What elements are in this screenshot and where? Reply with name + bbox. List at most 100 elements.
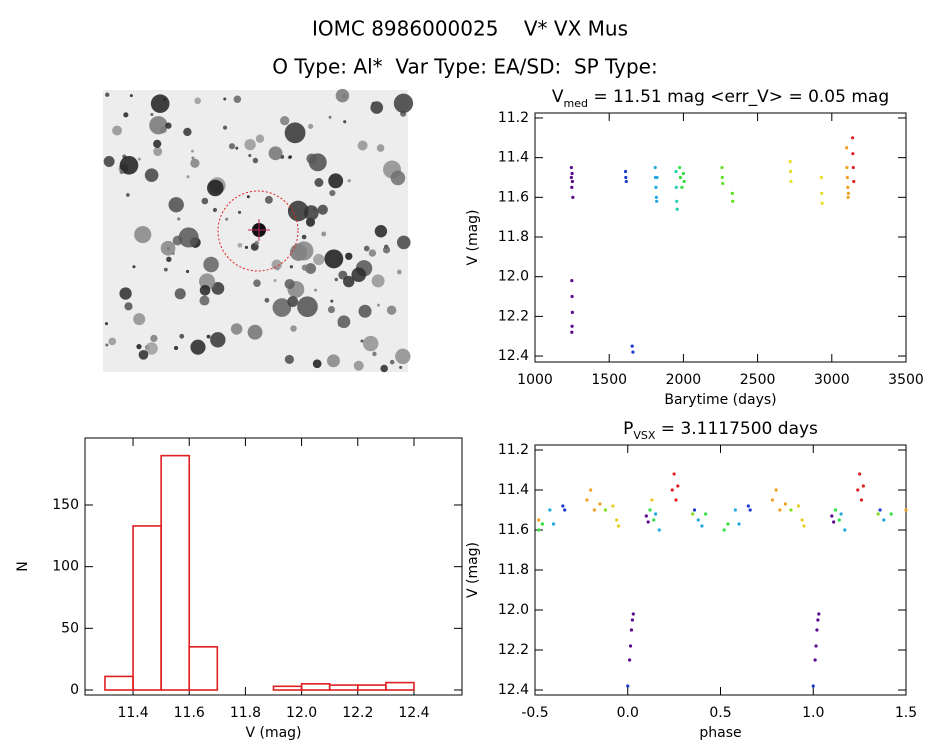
star	[370, 101, 384, 114]
data-point	[653, 512, 658, 516]
star	[126, 193, 130, 197]
star	[255, 134, 265, 143]
star	[358, 304, 372, 318]
data-point	[721, 181, 725, 186]
star	[119, 287, 132, 300]
data-point	[788, 169, 793, 174]
data-point	[861, 484, 865, 488]
star	[168, 197, 184, 213]
data-point	[845, 146, 849, 150]
star	[390, 170, 406, 186]
data-point	[570, 294, 574, 299]
x-tick-label: 1000	[517, 372, 553, 388]
y-tick-label: 12.2	[498, 308, 529, 324]
star	[376, 144, 385, 152]
star	[212, 207, 218, 213]
y-tick-label: 11.8	[498, 229, 529, 245]
star	[165, 122, 172, 129]
data-point	[704, 512, 708, 516]
histogram-bar	[104, 675, 134, 691]
data-point	[731, 199, 735, 203]
star	[129, 94, 133, 98]
star	[253, 279, 261, 287]
data-point	[548, 508, 552, 512]
data-point	[670, 488, 674, 492]
data-point	[843, 528, 847, 532]
data-point	[770, 498, 775, 502]
y-tick-label: 11.2	[498, 442, 529, 458]
star	[174, 288, 186, 300]
star	[207, 179, 224, 197]
data-point	[616, 524, 621, 528]
data-point	[681, 171, 686, 176]
data-point	[648, 508, 652, 512]
y-tick-label: 12.4	[498, 682, 529, 698]
data-point	[570, 179, 574, 184]
y-tick-label: 12.4	[498, 348, 529, 364]
title-rest: = 11.51 mag <err_V> = 0.05 mag	[588, 87, 889, 107]
star	[203, 256, 219, 273]
y-tick-label: 0	[70, 682, 79, 698]
star	[149, 116, 168, 135]
star	[179, 333, 185, 339]
data-point	[878, 508, 882, 512]
x-tick-label: 11.4	[117, 705, 148, 721]
star	[150, 94, 170, 113]
star	[280, 116, 290, 126]
star	[273, 278, 277, 283]
star	[138, 349, 149, 360]
star	[376, 303, 380, 307]
star	[363, 245, 370, 252]
data-point	[630, 618, 634, 622]
star	[312, 207, 316, 211]
star	[393, 93, 414, 113]
data-point	[540, 522, 545, 526]
star	[306, 153, 317, 164]
data-point	[631, 350, 635, 354]
x-tick-label: 3500	[888, 372, 924, 388]
x-tick-label: 1.0	[802, 705, 824, 721]
star	[399, 365, 403, 369]
data-point	[589, 488, 593, 492]
data-point	[692, 508, 697, 512]
star	[374, 225, 388, 238]
star	[105, 343, 109, 347]
star	[327, 306, 335, 314]
star	[335, 88, 350, 103]
star	[112, 125, 122, 136]
x-tick-label: 1.5	[895, 705, 917, 721]
data-point	[720, 175, 724, 180]
star	[308, 123, 314, 129]
star	[305, 263, 317, 274]
star	[233, 95, 242, 103]
star	[133, 313, 146, 326]
star	[228, 143, 236, 150]
data-point	[811, 684, 815, 688]
star	[396, 235, 411, 250]
star	[104, 322, 108, 326]
star	[244, 245, 249, 249]
x-axis-label: phase	[699, 725, 741, 741]
data-point	[814, 644, 818, 648]
star	[223, 97, 227, 101]
data-point	[676, 484, 680, 488]
y-tick-label: 12.2	[498, 642, 529, 658]
star	[288, 208, 292, 212]
star	[201, 197, 209, 205]
star	[365, 268, 370, 273]
data-point	[611, 504, 615, 508]
y-tick-label: 12.0	[498, 269, 529, 285]
data-point	[570, 330, 574, 334]
data-point	[570, 185, 574, 190]
data-point	[846, 195, 850, 199]
star	[313, 253, 325, 266]
star	[287, 296, 299, 308]
histogram-bar	[328, 684, 359, 691]
histogram-bar	[356, 684, 387, 691]
x-tick-label: 0.5	[709, 705, 731, 721]
star	[326, 354, 340, 368]
data-point	[858, 472, 862, 476]
star	[206, 334, 211, 339]
star	[371, 274, 385, 288]
